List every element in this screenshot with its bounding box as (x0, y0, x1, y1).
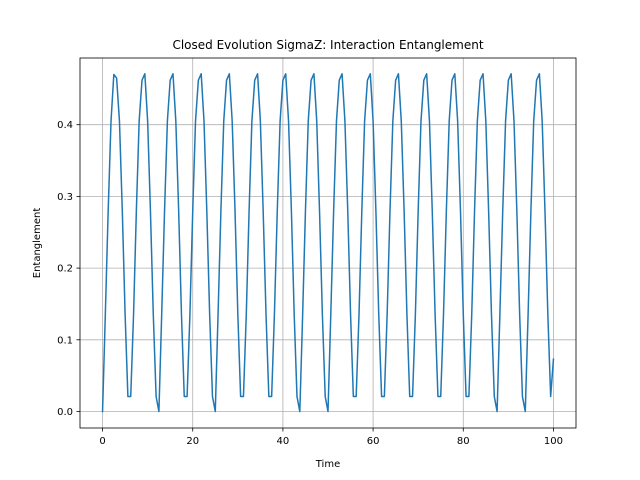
axes-border (79, 57, 577, 429)
x-tick-label: 60 (367, 436, 380, 447)
x-axis-label: Time (315, 459, 340, 470)
y-tick-label: 0.0 (57, 407, 73, 418)
x-tick-label: 100 (544, 436, 563, 447)
y-axis-label: Entanglement (32, 208, 43, 279)
tick-marks (76, 124, 554, 432)
tick-labels: 0 20 40 60 80 100 0.0 0.1 0.2 0.3 0.4 (57, 120, 563, 447)
axes-frame (79, 57, 577, 429)
y-tick-label: 0.3 (57, 192, 73, 203)
y-tick-label: 0.2 (57, 264, 73, 275)
chart-title: Closed Evolution SigmaZ: Interaction Ent… (172, 38, 483, 52)
x-tick-label: 20 (186, 436, 199, 447)
series-line (101, 73, 555, 413)
y-tick-label: 0.4 (57, 120, 73, 131)
x-tick-label: 40 (277, 436, 290, 447)
y-tick-label: 0.1 (57, 335, 73, 346)
x-tick-label: 0 (99, 436, 105, 447)
series-layer (101, 73, 555, 413)
x-tick-label: 80 (457, 436, 470, 447)
